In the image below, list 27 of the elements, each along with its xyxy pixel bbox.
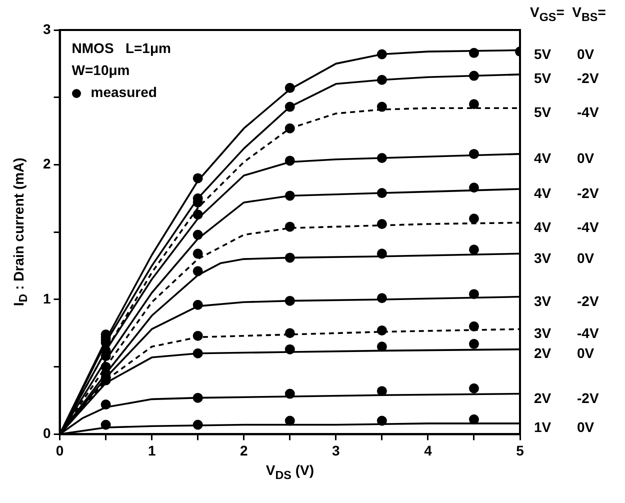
y-tick-label: 2 bbox=[42, 156, 51, 172]
series-label: 4V -4V bbox=[534, 218, 599, 235]
x-tick-label: 2 bbox=[240, 442, 248, 458]
series-label: 3V 0V bbox=[534, 250, 594, 266]
y-tick-label: 0 bbox=[42, 425, 51, 442]
series-label: 3V -4V bbox=[534, 325, 599, 342]
legend-title: V$_{GS}$= V$_{BS}$= bbox=[530, 4, 606, 24]
y-tick-label: 1 bbox=[42, 290, 51, 306]
series-label: 5V -4V bbox=[534, 104, 599, 120]
legend-label: measured bbox=[90, 84, 157, 100]
annotation: NMOS L=1μm bbox=[72, 40, 171, 56]
series-label: 2V 0V bbox=[534, 345, 594, 362]
series-label: 1V 0V bbox=[534, 419, 594, 436]
x-tick-label: 5 bbox=[516, 442, 524, 458]
series-label: 4V 0V bbox=[534, 150, 594, 166]
x-axis-title: V$_{DS}$ (V) bbox=[266, 462, 314, 482]
x-tick-label: 4 bbox=[424, 442, 432, 458]
series-label: 3V -2V bbox=[534, 292, 599, 309]
series-label: 4V -2V bbox=[534, 184, 599, 201]
x-tick-label: 1 bbox=[148, 442, 156, 458]
series-label: 5V -2V bbox=[534, 70, 599, 86]
x-tick-label: 3 bbox=[332, 442, 340, 458]
series-label: 2V -2V bbox=[534, 390, 599, 406]
series-label: 5V 0V bbox=[534, 46, 594, 62]
x-tick-label: 0 bbox=[56, 442, 64, 458]
annotation: W=10μm bbox=[72, 62, 130, 78]
y-tick-label: 3 bbox=[42, 20, 51, 37]
